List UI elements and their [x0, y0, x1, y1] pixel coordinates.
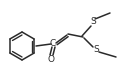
- Text: C: C: [50, 40, 56, 49]
- Text: S: S: [93, 46, 99, 55]
- Text: O: O: [47, 55, 55, 64]
- Text: S: S: [90, 17, 96, 26]
